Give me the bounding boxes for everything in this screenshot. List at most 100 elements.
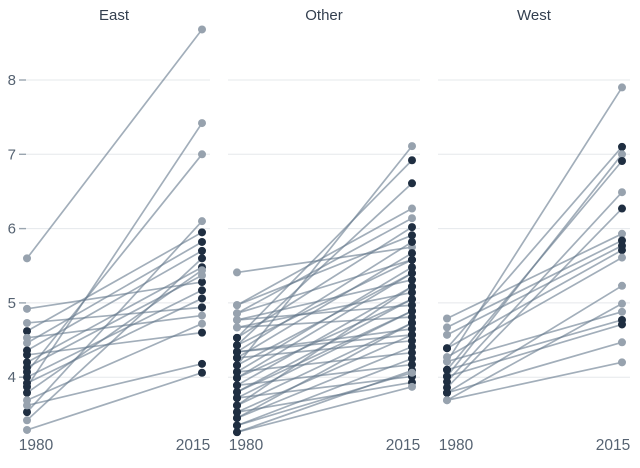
dot-2015-other-23 — [408, 313, 416, 322]
dot-1980-other-39 — [233, 347, 241, 356]
dot-1980-west-16 — [443, 388, 451, 397]
dot-2015-west-4 — [618, 188, 626, 197]
dot-2015-other-26 — [408, 324, 416, 333]
slope-line-other-35 — [236, 381, 413, 413]
dot-2015-east-10 — [198, 328, 206, 337]
slope-line-east-13 — [26, 289, 203, 379]
slope-line-other-7 — [236, 241, 413, 353]
dot-1980-other-36 — [233, 414, 241, 423]
dot-2015-west-10 — [618, 253, 626, 262]
slope-line-west-13 — [446, 310, 623, 363]
slope-line-west-4 — [446, 191, 623, 383]
slope-line-other-0 — [236, 246, 413, 274]
dot-1980-other-23 — [233, 323, 241, 332]
y-tick-label-5: 5 — [8, 295, 16, 312]
slope-line-west-0 — [446, 86, 623, 363]
dot-2015-other-17 — [408, 342, 416, 351]
dot-2015-other-30 — [408, 295, 416, 304]
dot-2015-other-1 — [408, 204, 416, 213]
dot-2015-west-17 — [618, 358, 626, 367]
dot-2015-east-2 — [198, 150, 206, 159]
dot-2015-west-16 — [618, 338, 626, 347]
slope-line-west-17 — [446, 361, 623, 402]
slope-line-other-33 — [236, 375, 413, 399]
dot-2015-other-8 — [408, 249, 416, 258]
x-label-1980-west: 1980 — [439, 437, 474, 454]
dot-1980-east-19 — [23, 425, 31, 434]
slope-line-east-2 — [26, 153, 203, 373]
slope-line-west-7 — [446, 239, 623, 329]
slope-line-west-1 — [446, 146, 623, 350]
dot-2015-west-12 — [618, 299, 626, 308]
y-tick-label-8: 8 — [8, 72, 16, 89]
dot-2015-other-37 — [408, 368, 416, 377]
dot-2015-other-28 — [408, 269, 416, 278]
dot-2015-east-14 — [198, 294, 206, 303]
dot-2015-east-9 — [198, 246, 206, 255]
slope-line-east-9 — [26, 250, 203, 352]
slope-line-west-15 — [446, 323, 623, 378]
slope-line-other-39 — [236, 333, 413, 353]
slope-line-other-3 — [236, 279, 413, 321]
dot-1980-east-6 — [23, 327, 31, 336]
dot-2015-west-15 — [618, 320, 626, 329]
dot-2015-other-31 — [408, 360, 416, 369]
dot-1980-east-8 — [23, 339, 31, 348]
dot-1980-east-10 — [23, 350, 31, 359]
slope-line-other-28 — [236, 272, 413, 367]
dot-1980-other-21 — [233, 309, 241, 318]
x-label-2015-other: 2015 — [386, 437, 420, 454]
slope-line-east-8 — [26, 241, 203, 344]
dot-2015-other-10 — [408, 263, 416, 272]
dot-2015-east-5 — [198, 303, 206, 312]
slope-line-other-17 — [236, 345, 413, 419]
dot-2015-other-38 — [408, 382, 416, 391]
slope-line-west-10 — [446, 256, 623, 358]
dot-2015-east-17 — [198, 359, 206, 368]
slope-line-other-31 — [236, 363, 413, 387]
dot-2015-other-22 — [408, 301, 416, 310]
slope-line-other-27 — [236, 339, 413, 359]
dot-2015-east-1 — [198, 119, 206, 128]
dot-2015-other-4 — [408, 288, 416, 297]
slope-line-west-3 — [446, 160, 623, 371]
dot-2015-east-6 — [198, 228, 206, 237]
slope-line-west-11 — [446, 284, 623, 394]
x-label-2015-west: 2015 — [596, 437, 630, 454]
dot-1980-other-35 — [233, 408, 241, 417]
dot-2015-other-27 — [408, 336, 416, 345]
slope-line-east-11 — [26, 266, 203, 364]
dot-2015-west-9 — [618, 246, 626, 255]
x-label-2015-east: 2015 — [176, 437, 210, 454]
slope-line-east-3 — [26, 220, 203, 413]
slope-line-other-5 — [236, 159, 413, 339]
dot-1980-other-0 — [233, 268, 241, 277]
dot-1980-west-7 — [443, 323, 451, 332]
slope-line-east-6 — [26, 231, 203, 332]
slope-line-west-8 — [446, 244, 623, 336]
dot-1980-west-17 — [443, 396, 451, 405]
slope-line-other-16 — [236, 333, 413, 413]
slope-line-other-24 — [236, 226, 413, 339]
dot-2015-east-15 — [198, 266, 206, 275]
dot-2015-east-8 — [198, 237, 206, 246]
slope-line-west-16 — [446, 341, 623, 394]
panel-title-west: West — [517, 7, 552, 24]
dot-2015-west-13 — [618, 307, 626, 316]
dot-2015-east-13 — [198, 286, 206, 295]
slope-line-other-38 — [236, 386, 413, 434]
dot-1980-east-18 — [23, 416, 31, 425]
dot-2015-other-20 — [408, 231, 416, 240]
dot-2015-other-29 — [408, 348, 416, 357]
dot-1980-other-29 — [233, 367, 241, 376]
dot-2015-other-32 — [408, 307, 416, 316]
dot-2015-west-6 — [618, 229, 626, 238]
dot-1980-west-14 — [443, 365, 451, 374]
slope-line-east-19 — [26, 371, 203, 431]
slope-line-west-9 — [446, 249, 623, 350]
slope-line-other-4 — [236, 291, 413, 329]
slope-line-west-5 — [446, 207, 623, 389]
slope-line-east-1 — [26, 122, 203, 388]
